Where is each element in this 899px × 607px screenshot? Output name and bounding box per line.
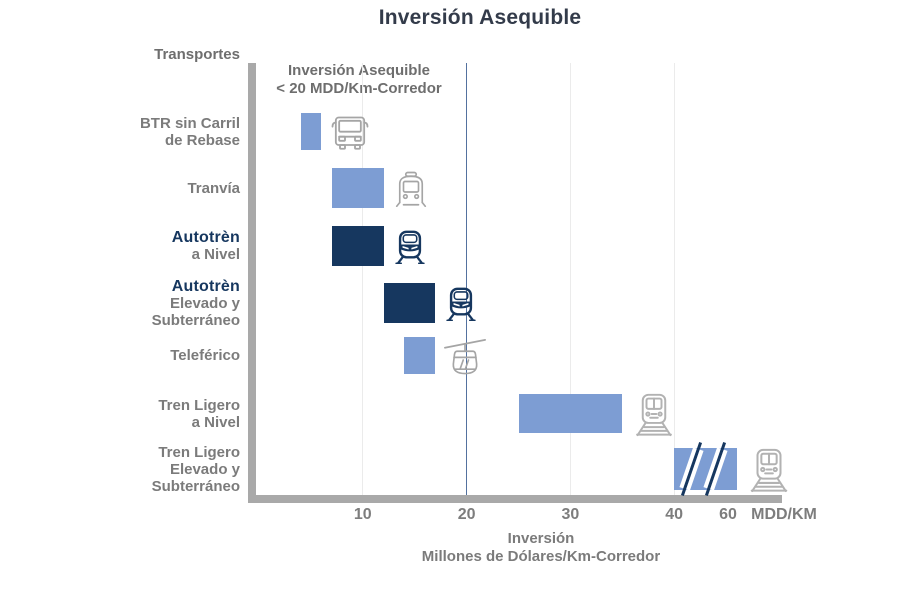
category-label-line: Teleférico xyxy=(170,347,240,364)
autotren-icon xyxy=(444,281,478,327)
bus-icon xyxy=(330,111,370,154)
x-tick-20: 20 xyxy=(457,506,476,523)
chart-title: Inversión Asequible xyxy=(378,6,582,29)
category-label-line: Tren Ligero xyxy=(158,396,240,414)
annotation-line-1: Inversión Asequible xyxy=(288,62,430,79)
bar-teleferico xyxy=(404,337,436,374)
gondola-icon xyxy=(444,335,486,378)
x-tick-10: 10 xyxy=(353,506,372,523)
category-label-line: Subterráneo xyxy=(151,477,240,495)
gridline-10 xyxy=(362,63,364,495)
category-label-tren-ligero-a-nivel: Tren Ligero a Nivel xyxy=(50,397,240,431)
category-label-line: Subterráneo xyxy=(151,311,240,329)
x-axis-title: Inversión Millones de Dólares/Km-Corredo… xyxy=(391,530,691,566)
x-axis-unit-label: MDD/KM xyxy=(751,506,817,523)
bar-autotren-elevado-y-subterraneo xyxy=(383,283,436,323)
autotren-logo-text: Autotrèn xyxy=(171,229,240,246)
category-label-line: BTR sin Carril xyxy=(139,114,240,132)
category-label-line: Elevado y xyxy=(169,294,240,312)
category-label-autotren-elevado-y-subterraneo: Autotrèn Elevado y Subterráneo xyxy=(50,278,240,329)
bar-tranvia xyxy=(331,168,384,208)
lightrail-icon xyxy=(746,446,792,494)
x-axis-line xyxy=(248,495,782,503)
y-axis-line xyxy=(248,63,256,503)
threshold-line-20 xyxy=(465,63,468,495)
tram-icon xyxy=(393,166,429,212)
column-header-transportes: Transportes xyxy=(154,46,240,63)
category-label-line: Tranvía xyxy=(187,179,240,197)
category-label-tranvia: Tranvía xyxy=(50,180,240,197)
category-label-btr-sin-carril-de-rebase: BTR sin Carril de Rebase xyxy=(50,115,240,149)
x-axis-title-line-1: Inversión xyxy=(507,530,575,547)
bar-btr-sin-carril-de-rebase xyxy=(300,113,322,150)
bar-tren-ligero-a-nivel xyxy=(518,394,623,433)
x-tick-40: 40 xyxy=(665,506,684,523)
autotren-logo-text: Autotrèn xyxy=(171,277,240,295)
category-label-autotren-a-nivel: Autotrèn a Nivel xyxy=(50,229,240,263)
lightrail-icon xyxy=(631,392,677,437)
category-label-line: a Nivel xyxy=(191,246,240,263)
gridline-40 xyxy=(673,63,675,495)
x-tick-60: 60 xyxy=(719,506,737,523)
category-label-teleferico: Teleférico xyxy=(50,347,240,364)
category-label-tren-ligero-elevado-y-subterraneo: Tren Ligero Elevado y Subterráneo xyxy=(50,444,240,495)
annotation-line-2: < 20 MDD/Km-Corredor xyxy=(276,80,442,97)
x-axis-title-line-2: Millones de Dólares/Km-Corredor xyxy=(421,548,661,565)
threshold-annotation: Inversión Asequible < 20 MDD/Km-Corredor xyxy=(253,62,465,98)
gridline-30 xyxy=(569,63,571,495)
category-label-line: de Rebase xyxy=(164,131,240,149)
category-label-line: a Nivel xyxy=(191,413,240,431)
category-label-line: Tren Ligero xyxy=(158,443,240,461)
bar-autotren-a-nivel xyxy=(331,226,384,266)
category-label-line: Elevado y xyxy=(169,460,240,478)
x-tick-30: 30 xyxy=(561,506,580,523)
autotren-icon xyxy=(393,224,427,270)
